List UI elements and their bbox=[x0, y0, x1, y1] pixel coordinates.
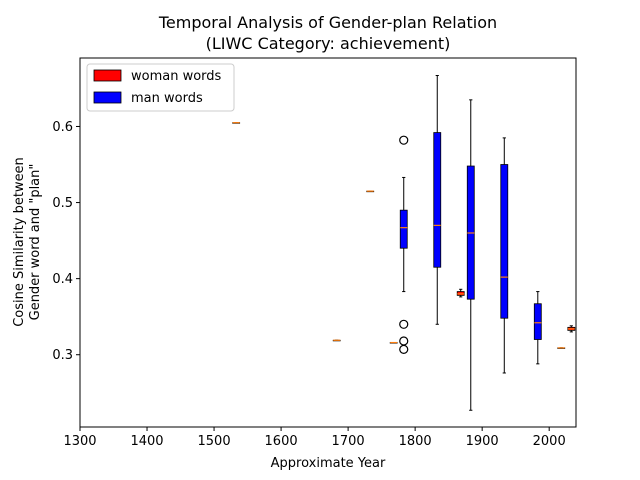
x-tick-label: 1800 bbox=[399, 434, 432, 449]
y-tick-label: 0.4 bbox=[52, 272, 73, 287]
x-tick-label: 1300 bbox=[63, 434, 96, 449]
axis-ticks: 1300 1400 1500 1600 1700 1800 1900 2000 0.3 0.4 0.… bbox=[52, 120, 565, 449]
x-tick-label: 1700 bbox=[332, 434, 365, 449]
box-body bbox=[433, 132, 442, 268]
outlier-point bbox=[399, 135, 409, 145]
x-tick-label: 1400 bbox=[130, 434, 163, 449]
chart-title: Temporal Analysis of Gender-plan Relatio… bbox=[158, 13, 497, 32]
y-axis-label-line1: Cosine Similarity between bbox=[12, 157, 27, 327]
box-man-words bbox=[500, 137, 509, 374]
y-axis-label-line2: Gender word and "plan" bbox=[28, 164, 43, 321]
plot-area bbox=[232, 74, 576, 411]
box-body bbox=[500, 164, 509, 319]
box-body bbox=[533, 303, 542, 340]
y-tick-label: 0.3 bbox=[52, 348, 73, 363]
legend-label-woman: woman words bbox=[131, 69, 222, 84]
x-axis-label: Approximate Year bbox=[271, 456, 386, 471]
legend-label-man: man words bbox=[131, 91, 203, 106]
axes-frame bbox=[79, 57, 577, 428]
box-man-words bbox=[466, 99, 475, 411]
box-man-words bbox=[389, 341, 398, 344]
x-tick-label: 2000 bbox=[533, 434, 566, 449]
legend: woman words man words bbox=[86, 63, 235, 112]
box-man-words bbox=[557, 347, 566, 349]
outlier-point bbox=[399, 319, 409, 329]
box-man-words bbox=[232, 122, 241, 124]
box-man-words bbox=[366, 190, 375, 193]
x-tick-label: 1900 bbox=[466, 434, 499, 449]
legend-swatch-man bbox=[93, 91, 122, 104]
x-tick-label: 1600 bbox=[265, 434, 298, 449]
chart-subtitle: (LIWC Category: achievement) bbox=[206, 34, 451, 53]
y-tick-label: 0.5 bbox=[52, 196, 73, 211]
box-man-words bbox=[533, 291, 542, 365]
legend-swatch-woman bbox=[93, 69, 122, 82]
box-man-words bbox=[433, 74, 442, 325]
y-tick-label: 0.6 bbox=[52, 120, 73, 135]
box-woman-words bbox=[456, 288, 465, 298]
box-woman-words bbox=[567, 325, 576, 333]
outlier-point bbox=[399, 344, 409, 354]
box-body bbox=[399, 209, 408, 249]
x-tick-label: 1500 bbox=[198, 434, 231, 449]
box-man-words bbox=[399, 135, 409, 354]
box-man-words bbox=[332, 339, 341, 342]
legend-frame bbox=[86, 63, 235, 112]
